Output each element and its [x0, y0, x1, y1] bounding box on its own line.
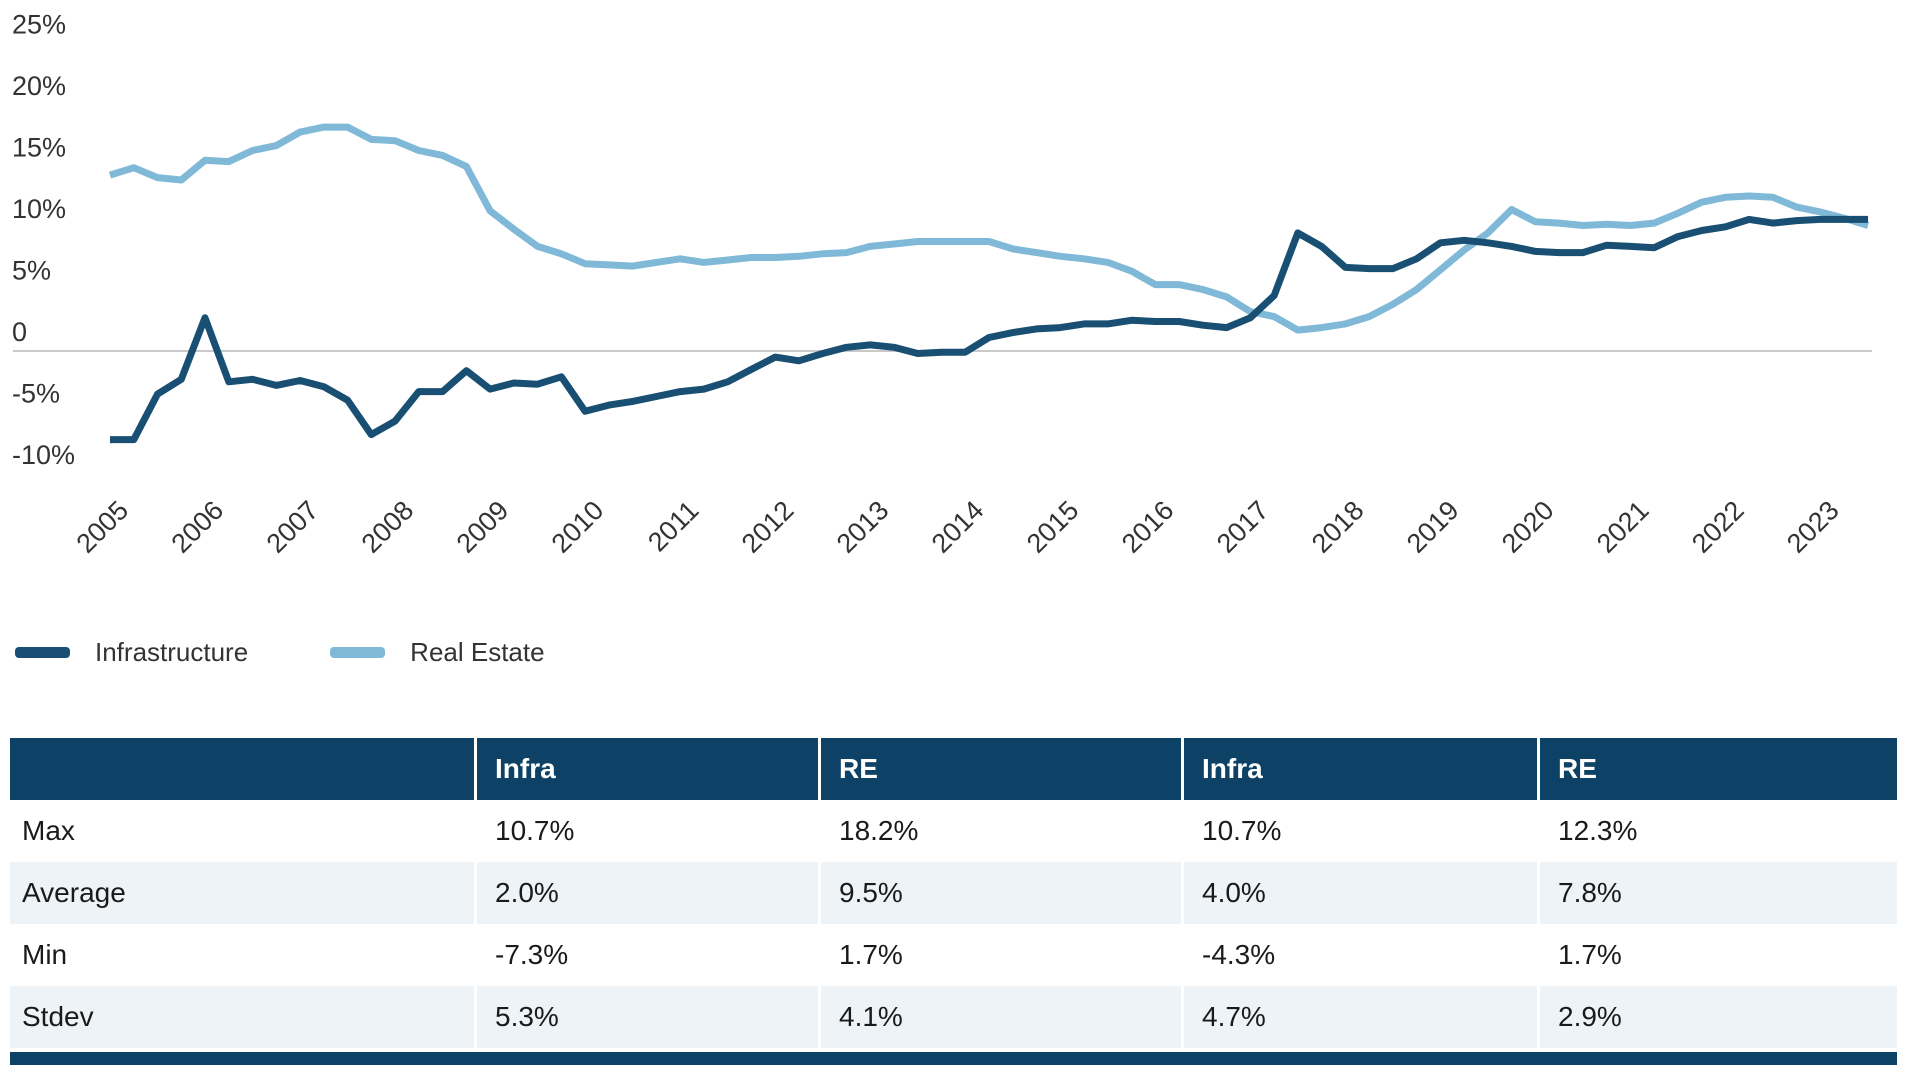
stdev-re-2: 2.9% [1540, 986, 1897, 1048]
y-tick-label: 5% [12, 256, 51, 286]
min-infra-2: -4.3% [1184, 924, 1537, 986]
x-tick-label-2011: 2011 [642, 495, 704, 557]
infrastructure-swatch-icon [15, 647, 70, 658]
row-label-max: Max [10, 800, 474, 862]
x-tick-label-2016: 2016 [1116, 495, 1180, 559]
row-label-average: Average [10, 862, 474, 924]
legend-item-infrastructure: Infrastructure [15, 637, 248, 668]
x-tick-label-2014: 2014 [926, 495, 990, 559]
x-tick-label-2022: 2022 [1686, 495, 1750, 559]
y-tick-label: 25% [12, 10, 66, 40]
statistics-table: Infra RE Infra RE Max 10.7% 18.2% 10.7% … [10, 738, 1897, 1048]
min-re-1: 1.7% [821, 924, 1181, 986]
x-tick-label-2015: 2015 [1021, 495, 1085, 559]
max-re-1: 18.2% [821, 800, 1181, 862]
stdev-re-1: 4.1% [821, 986, 1181, 1048]
x-tick-label-2008: 2008 [356, 495, 420, 559]
y-axis-labels: 25% 20% 15% 10% 5% 0 -5% -10% [12, 10, 75, 471]
x-tick-label-2009: 2009 [451, 495, 515, 559]
x-tick-label-2017: 2017 [1211, 495, 1275, 559]
x-axis-labels: 2005 2006 2007 2008 2009 2010 2011 2012 2013 2014… [71, 495, 1845, 559]
real-estate-line [108, 123, 1870, 334]
max-infra-2: 10.7% [1184, 800, 1537, 862]
x-tick-label-2005: 2005 [71, 495, 135, 559]
average-infra-1: 2.0% [477, 862, 818, 924]
x-tick-label-2023: 2023 [1781, 495, 1845, 559]
legend-item-real-estate: Real Estate [330, 637, 545, 668]
x-tick-label-2006: 2006 [166, 495, 230, 559]
y-tick-label: 0 [12, 317, 27, 347]
legend-label-infrastructure: Infrastructure [95, 637, 249, 667]
average-re-1: 9.5% [821, 862, 1181, 924]
table-header-re-2: RE [1540, 738, 1897, 800]
next-table-header-strip [10, 1052, 1897, 1065]
table-header-empty [10, 738, 474, 800]
y-tick-label: -10% [12, 440, 75, 470]
x-tick-label-2020: 2020 [1496, 495, 1560, 559]
x-tick-label-2018: 2018 [1306, 495, 1370, 559]
y-tick-label: 20% [12, 71, 66, 101]
min-re-2: 1.7% [1540, 924, 1897, 986]
legend-label-real-estate: Real Estate [410, 637, 545, 667]
table-header-infra-2: Infra [1184, 738, 1537, 800]
min-infra-1: -7.3% [477, 924, 818, 986]
max-infra-1: 10.7% [477, 800, 818, 862]
x-tick-label-2010: 2010 [546, 495, 610, 559]
table-header-re-1: RE [821, 738, 1181, 800]
x-tick-label-2013: 2013 [831, 495, 895, 559]
rolling-returns-chart: 25%20%15%10%5%0-5%-10% 2005 2006 2007 2008 2… [12, 10, 1872, 559]
average-infra-2: 4.0% [1184, 862, 1537, 924]
x-tick-label-2007: 2007 [261, 495, 325, 559]
x-tick-label-2021: 2021 [1591, 495, 1655, 559]
row-label-min: Min [10, 924, 474, 986]
x-tick-label-2019: 2019 [1401, 495, 1465, 559]
y-tick-label: 15% [12, 133, 66, 163]
stdev-infra-2: 4.7% [1184, 986, 1537, 1048]
y-tick-label: 10% [12, 194, 66, 224]
y-tick-label: -5% [12, 379, 60, 409]
average-re-2: 7.8% [1540, 862, 1897, 924]
x-tick-label-2012: 2012 [736, 495, 800, 559]
row-label-stdev: Stdev [10, 986, 474, 1048]
max-re-2: 12.3% [1540, 800, 1897, 862]
chart-legend: Infrastructure Real Estate [15, 637, 627, 668]
table-header-infra-1: Infra [477, 738, 818, 800]
real-estate-swatch-icon [330, 647, 386, 658]
stdev-infra-1: 5.3% [477, 986, 818, 1048]
infrastructure-line [110, 215, 1868, 444]
